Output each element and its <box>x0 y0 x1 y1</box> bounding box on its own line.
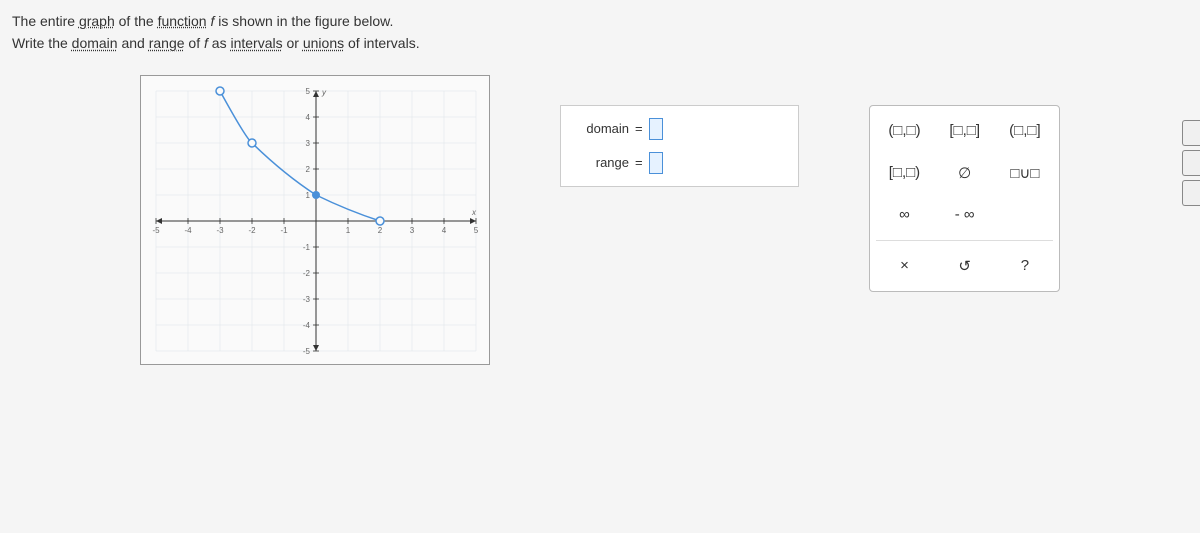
q1-term-function: function <box>158 13 207 29</box>
function-graph: -5-4-3-2-112345-5-4-3-2-112345xy <box>140 75 490 365</box>
svg-text:y: y <box>321 88 327 97</box>
q2-term-range: range <box>149 35 185 51</box>
q2-text-3: of <box>185 35 204 51</box>
q1-text-2: of the <box>115 13 158 29</box>
q2-term-unions: unions <box>303 35 344 51</box>
q2-text-4: as <box>208 35 231 51</box>
svg-text:-3: -3 <box>216 226 224 235</box>
closed-open-interval-button[interactable]: [□,□) <box>876 154 932 192</box>
clear-button[interactable]: × <box>876 247 932 285</box>
svg-text:3: 3 <box>410 226 415 235</box>
svg-text:4: 4 <box>306 113 311 122</box>
open-open-interval-button[interactable]: (□,□) <box>876 112 932 150</box>
svg-text:5: 5 <box>306 87 311 96</box>
q2-text-2: and <box>118 35 149 51</box>
keypad-divider <box>876 240 1053 241</box>
svg-text:-4: -4 <box>303 321 311 330</box>
side-tab-1[interactable] <box>1182 120 1200 146</box>
empty-set-button[interactable]: ∅ <box>937 154 993 192</box>
union-button[interactable]: □∪□ <box>997 154 1053 192</box>
svg-text:1: 1 <box>306 191 311 200</box>
q2-text-1: Write the <box>12 35 72 51</box>
q1-term-graph: graph <box>79 13 115 29</box>
question-text: The entire graph of the function f is sh… <box>0 0 1200 65</box>
side-tab-3[interactable] <box>1182 180 1200 206</box>
svg-text:-3: -3 <box>303 295 311 304</box>
svg-text:2: 2 <box>378 226 383 235</box>
answer-panel: domain = range = <box>560 105 799 187</box>
range-label: range <box>579 155 629 170</box>
q2-text-6: of intervals. <box>344 35 419 51</box>
svg-text:-5: -5 <box>152 226 160 235</box>
closed-closed-interval-button[interactable]: [□,□] <box>937 112 993 150</box>
svg-text:-5: -5 <box>303 347 311 356</box>
domain-input[interactable] <box>649 118 663 140</box>
q1-text-1: The entire <box>12 13 79 29</box>
open-closed-interval-button[interactable]: (□,□] <box>997 112 1053 150</box>
equals-sign: = <box>635 155 643 170</box>
svg-text:4: 4 <box>442 226 447 235</box>
side-tab-2[interactable] <box>1182 150 1200 176</box>
right-side-tabs <box>1182 120 1200 206</box>
svg-text:-2: -2 <box>248 226 256 235</box>
q1-text-4: is shown in the figure below. <box>214 13 393 29</box>
undo-button[interactable]: ↺ <box>937 247 993 285</box>
infinity-button[interactable]: ∞ <box>876 196 932 234</box>
svg-text:-1: -1 <box>280 226 288 235</box>
q2-term-intervals: intervals <box>230 35 282 51</box>
domain-label: domain <box>579 121 629 136</box>
range-input[interactable] <box>649 152 663 174</box>
svg-text:-1: -1 <box>303 243 311 252</box>
equals-sign: = <box>635 121 643 136</box>
svg-text:2: 2 <box>306 165 311 174</box>
symbol-keypad: (□,□) [□,□] (□,□] [□,□) ∅ □∪□ ∞ - ∞ × ↺ … <box>869 105 1060 292</box>
keypad-blank <box>997 196 1053 234</box>
neg-infinity-button[interactable]: - ∞ <box>937 196 993 234</box>
svg-text:-2: -2 <box>303 269 311 278</box>
q2-text-5: or <box>283 35 303 51</box>
svg-text:5: 5 <box>474 226 479 235</box>
svg-text:1: 1 <box>346 226 351 235</box>
q2-term-domain: domain <box>72 35 118 51</box>
help-button[interactable]: ? <box>997 247 1053 285</box>
svg-text:3: 3 <box>306 139 311 148</box>
svg-text:-4: -4 <box>184 226 192 235</box>
